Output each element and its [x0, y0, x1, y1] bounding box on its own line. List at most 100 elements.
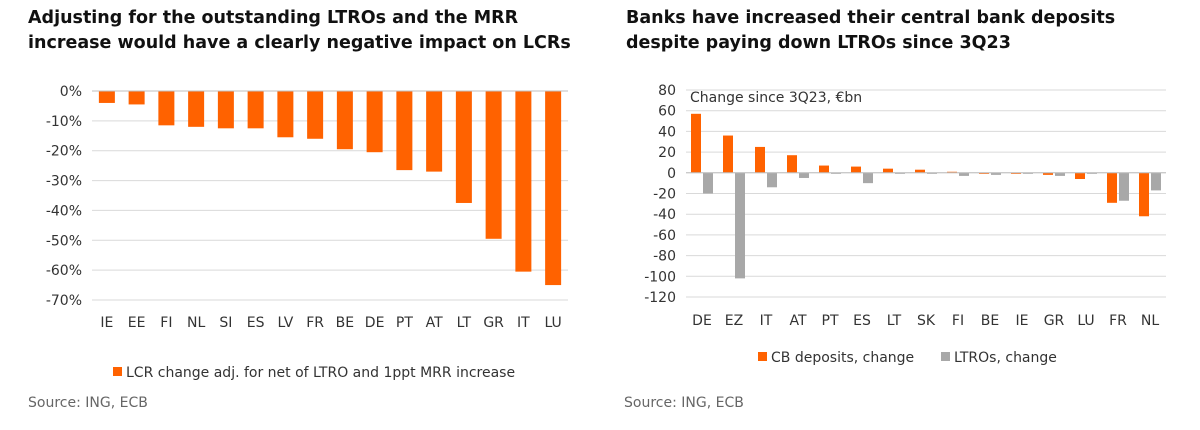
bar-ltros: [863, 172, 873, 184]
bar-ltros: [895, 172, 905, 174]
bar: [426, 91, 443, 172]
bar: [98, 91, 115, 103]
bar: [277, 91, 294, 138]
bar-cb-deposits: [755, 146, 765, 173]
x-tick-label: IE: [100, 315, 113, 331]
bar-cb-deposits: [883, 168, 893, 173]
bar: [307, 91, 324, 139]
y-tick-label: -20%: [46, 144, 82, 160]
bar: [217, 91, 234, 129]
y-tick-label: -60: [653, 228, 676, 244]
legend-label-ltros: LTROs, change: [954, 350, 1057, 366]
x-tick-label: FR: [306, 315, 324, 331]
x-tick-label: ES: [853, 313, 871, 329]
deposits-ltro-bar-chart: 80 60 40 20 0 -20 -40 -60 -80 -100 -120 Change sinc…: [644, 83, 1166, 366]
y-tick-label: 40: [658, 124, 676, 140]
y-tick-label: -30%: [46, 174, 82, 190]
y-tick-label: -40%: [46, 203, 82, 219]
legend-swatch-cb-deposits: [758, 352, 767, 361]
bar-ltros: [831, 172, 841, 174]
bar: [485, 91, 502, 239]
bar-ltros: [1087, 172, 1097, 174]
bar-ltros: [767, 172, 777, 188]
y-tick-label: 20: [658, 145, 676, 161]
bar-cb-deposits: [947, 171, 957, 173]
bar: [396, 91, 413, 171]
bar-ltros: [1055, 172, 1065, 176]
chart-annotation: Change since 3Q23, €bn: [690, 90, 862, 106]
bar-cb-deposits: [787, 155, 797, 173]
bar-ltros: [799, 172, 809, 178]
x-tick-label: BE: [981, 313, 999, 329]
left-chart-title: Adjusting for the outstanding LTROs and …: [28, 8, 571, 53]
x-tick-label: SI: [219, 315, 232, 331]
x-tick-label: IT: [760, 313, 773, 329]
bar: [247, 91, 264, 129]
x-tick-label: NL: [187, 315, 205, 331]
x-tick-label: AT: [426, 315, 443, 331]
bar-cb-deposits: [1107, 172, 1117, 203]
y-tick-label: -20: [653, 187, 676, 203]
lcr-bar-chart: 0% -10% -20% -30% -40% -50% -60% -70% IE EE FI NL SI…: [46, 84, 568, 381]
bar-ltros: [959, 172, 969, 176]
y-tick-label: 60: [658, 104, 676, 120]
x-tick-label: AT: [789, 313, 806, 329]
bar-ltros: [1151, 172, 1161, 191]
bar-cb-deposits: [1011, 172, 1021, 174]
left-chart-source: Source: ING, ECB: [28, 395, 148, 411]
bar-cb-deposits: [1075, 172, 1085, 180]
left-chart-panel: Adjusting for the outstanding LTROs and …: [0, 0, 590, 430]
right-chart-source: Source: ING, ECB: [624, 395, 744, 411]
right-chart-title: Banks have increased their central bank …: [626, 8, 1116, 53]
y-tick-label: 0: [667, 166, 676, 182]
y-tick-label: -70%: [46, 293, 82, 309]
bar-cb-deposits: [723, 135, 733, 173]
y-tick-label: -120: [644, 290, 676, 306]
x-tick-label: PT: [396, 315, 413, 331]
y-tick-label: -100: [644, 269, 676, 285]
y-tick-label: 0%: [60, 84, 82, 100]
bar-ltros: [1023, 172, 1033, 174]
legend-swatch: [113, 367, 122, 376]
bar-ltros: [703, 172, 713, 194]
x-tick-label: ES: [247, 315, 265, 331]
bar: [515, 91, 532, 272]
bar-ltros: [991, 172, 1001, 175]
x-tick-label: LT: [887, 313, 902, 329]
bar: [545, 91, 562, 286]
bar-ltros: [735, 172, 745, 279]
y-tick-label: 80: [658, 83, 676, 99]
bar: [366, 91, 383, 153]
x-tick-label: DE: [692, 313, 712, 329]
x-tick-label: PT: [822, 313, 839, 329]
x-tick-label: FR: [1109, 313, 1127, 329]
bar-cb-deposits: [819, 165, 829, 173]
bar-ltros: [1119, 172, 1129, 201]
x-tick-label: LU: [1077, 313, 1094, 329]
x-tick-label: IE: [1016, 313, 1029, 329]
bar-cb-deposits: [1043, 172, 1053, 175]
x-tick-label: SK: [917, 313, 936, 329]
bar-cb-deposits: [851, 166, 861, 173]
legend-label-cb-deposits: CB deposits, change: [771, 350, 914, 366]
bar: [336, 91, 353, 150]
x-tick-label: LU: [544, 315, 561, 331]
legend-swatch-ltros: [941, 352, 950, 361]
y-tick-label: -50%: [46, 233, 82, 249]
bar: [158, 91, 175, 126]
x-tick-label: LT: [457, 315, 472, 331]
right-chart-panel: Banks have increased their central bank …: [600, 0, 1190, 430]
x-tick-label: FI: [160, 315, 172, 331]
x-tick-label: BE: [336, 315, 354, 331]
bar: [188, 91, 205, 127]
y-tick-label: -40: [653, 207, 676, 223]
y-tick-label: -80: [653, 249, 676, 265]
y-tick-label: -60%: [46, 263, 82, 279]
y-tick-label: -10%: [46, 114, 82, 130]
bar-cb-deposits: [1139, 172, 1149, 217]
x-tick-label: EZ: [725, 313, 743, 329]
legend-label: LCR change adj. for net of LTRO and 1ppt…: [126, 365, 515, 381]
x-tick-label: IT: [517, 315, 530, 331]
bar: [128, 91, 145, 105]
x-tick-label: LV: [277, 315, 293, 331]
